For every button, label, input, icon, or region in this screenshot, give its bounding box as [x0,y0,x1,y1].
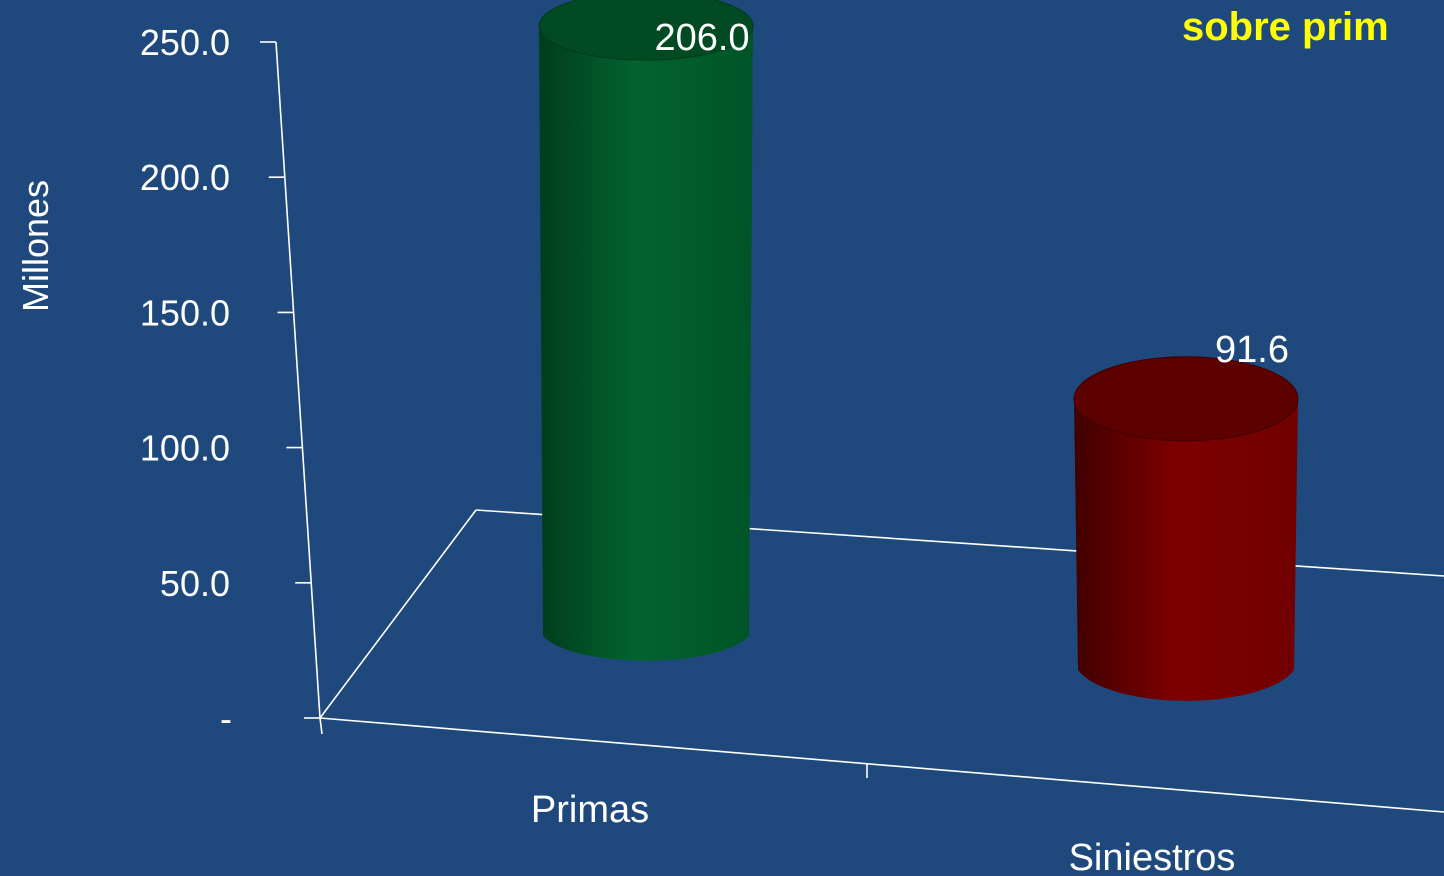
y-axis-line [275,41,321,719]
bar-body [539,26,753,661]
y-tick-label: 100.0 [140,428,230,469]
data-label-siniestros: 91.6 [1215,329,1289,371]
y-tick-label: 50.0 [160,563,230,604]
floor-left-edge [319,509,477,719]
bar-primas [538,0,754,661]
y-axis-ticks: - 50.0 100.0 150.0 200.0 250.0 [140,22,320,739]
bar-top-cap [1073,356,1299,442]
floor-front-edge [319,717,1444,813]
data-label-primas: 206.0 [654,17,749,59]
x-category-label: Primas [531,789,649,831]
bar-top-cap [538,0,754,61]
axis-origin-tick [319,717,323,735]
x-category-label: Siniestros [1069,837,1236,876]
bar-body [1074,398,1298,701]
y-tick-label: - [220,698,232,739]
chart-title: sobre prim [1182,5,1389,49]
y-axis-label: Millones [15,180,56,312]
bar-series: 206.0 Primas 91.6 Siniestros [531,0,1299,876]
y-tick-label: 150.0 [140,292,230,333]
y-tick-label: 250.0 [140,22,230,63]
bar-siniestros [1073,356,1299,701]
y-tick-label: 200.0 [140,157,230,198]
